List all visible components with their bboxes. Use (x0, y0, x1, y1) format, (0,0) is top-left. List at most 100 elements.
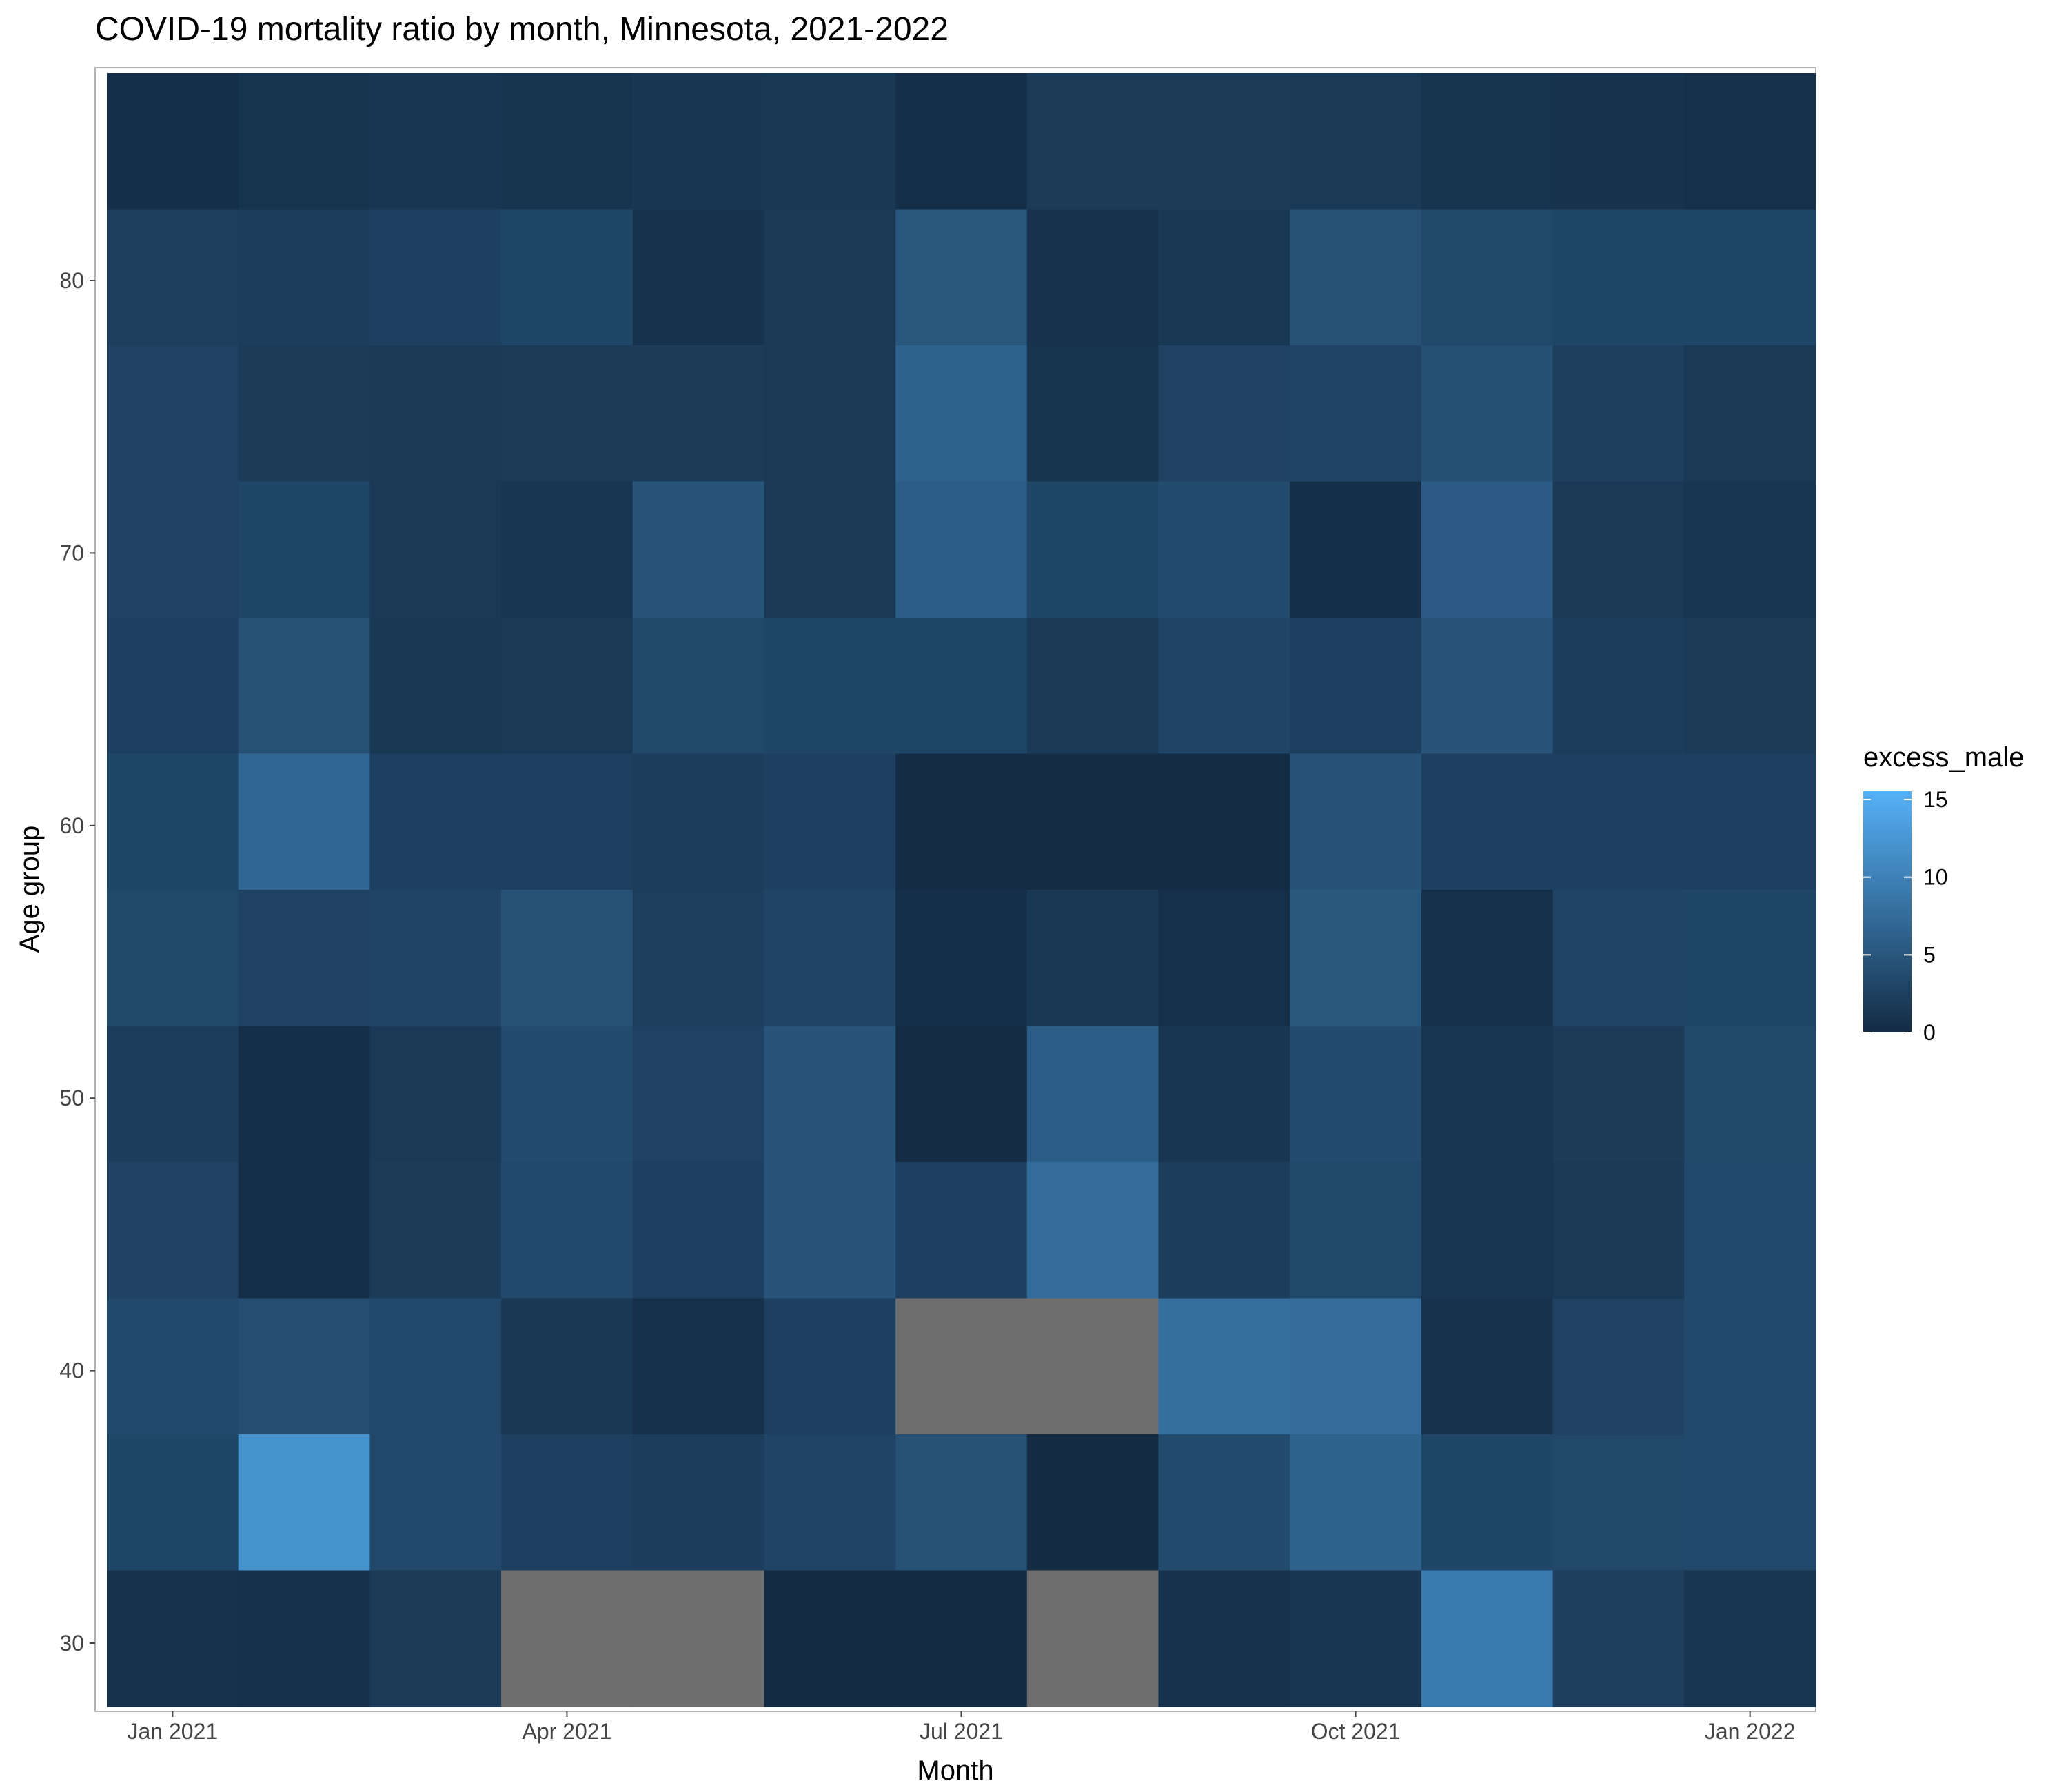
heatmap-tile (238, 73, 370, 210)
heatmap-tile (1684, 753, 1816, 890)
heatmap-tile (632, 209, 765, 346)
heatmap-tile (107, 345, 239, 482)
y-tick-label: 50 (59, 1086, 84, 1110)
heatmap-tile (369, 618, 502, 755)
heatmap-tile (1026, 1298, 1159, 1435)
heatmap-tile (501, 209, 633, 346)
heatmap-tile (764, 1162, 896, 1299)
heatmap-tile (1290, 1026, 1422, 1163)
heatmap-tile (238, 1298, 370, 1435)
heatmap-tile (1421, 345, 1554, 482)
heatmap-tile (501, 1434, 633, 1571)
heatmap-tile (1421, 1026, 1554, 1163)
heatmap-tile (632, 1434, 765, 1571)
heatmap-tile (1026, 890, 1159, 1027)
heatmap-tile (501, 73, 633, 210)
heatmap-tile (1290, 890, 1422, 1027)
heatmap-tile (1026, 1162, 1159, 1299)
heatmap-tile (764, 73, 896, 210)
heatmap-tile (1026, 753, 1159, 890)
heatmap-tile (1290, 618, 1422, 755)
x-tick-label: Jul 2021 (920, 1719, 1003, 1744)
heatmap-tile (238, 1162, 370, 1299)
heatmap-tile (632, 890, 765, 1027)
heatmap-tile (895, 481, 1028, 618)
heatmap-tile (107, 890, 239, 1027)
heatmap-tile (764, 209, 896, 346)
heatmap-tile (1684, 890, 1816, 1027)
heatmap-tile (107, 1570, 239, 1707)
heatmap-tile (501, 753, 633, 890)
heatmap-tile (369, 1026, 502, 1163)
heatmap-tile (1290, 345, 1422, 482)
heatmap-tile (501, 481, 633, 618)
heatmap-tile (1290, 1434, 1422, 1571)
heatmap-tile (1421, 1434, 1554, 1571)
heatmap-tile (238, 481, 370, 618)
heatmap-tile (1684, 1570, 1816, 1707)
legend-label: 0 (1923, 1020, 1936, 1045)
heatmap-tile (1684, 1162, 1816, 1299)
heatmap-tile (1684, 73, 1816, 210)
heatmap-tile (764, 1434, 896, 1571)
legend-title: excess_male (1863, 742, 2024, 773)
legend-colorbar (1863, 791, 1912, 1032)
heatmap-tile (1158, 618, 1290, 755)
heatmap-tile (1684, 1026, 1816, 1163)
heatmap-tile (238, 890, 370, 1027)
heatmap-tile (632, 73, 765, 210)
heatmap-tile (501, 345, 633, 482)
heatmap-tile (895, 345, 1028, 482)
heatmap-tile (1552, 481, 1685, 618)
heatmap-tile (1684, 209, 1816, 346)
heatmap-tile (1552, 345, 1685, 482)
legend-label: 15 (1923, 787, 1948, 812)
heatmap-tile (107, 1026, 239, 1163)
legend-label: 10 (1923, 865, 1948, 890)
heatmap-tile (238, 1026, 370, 1163)
heatmap-tile (238, 1570, 370, 1707)
heatmap-tile (1158, 481, 1290, 618)
heatmap-tile (107, 753, 239, 890)
heatmap-tile (501, 1298, 633, 1435)
heatmap-tile (1552, 753, 1685, 890)
heatmap-tile (1552, 1162, 1685, 1299)
legend-label: 5 (1923, 942, 1936, 967)
heatmap-tile (501, 1026, 633, 1163)
heatmap-tile (107, 1298, 239, 1435)
heatmap-tile (238, 1434, 370, 1571)
heatmap-tile (764, 345, 896, 482)
heatmap-tile (1026, 618, 1159, 755)
heatmap-tile (1158, 890, 1290, 1027)
heatmap-tile (238, 209, 370, 346)
heatmap-tile (107, 209, 239, 346)
heatmap-tile (1026, 481, 1159, 618)
heatmap-tile (369, 345, 502, 482)
heatmap-tile (1290, 1162, 1422, 1299)
heatmap-tile (1158, 1298, 1290, 1435)
heatmap-tile (632, 618, 765, 755)
heatmap-tile (895, 1298, 1028, 1435)
heatmap-tile (632, 1298, 765, 1435)
heatmap-tile (1290, 73, 1422, 210)
heatmap-tile (1421, 481, 1554, 618)
y-tick-label: 80 (59, 268, 84, 293)
y-tick-label: 70 (59, 540, 84, 565)
heatmap-tile (238, 618, 370, 755)
heatmap-tile (632, 1026, 765, 1163)
heatmap-tile (895, 618, 1028, 755)
heatmap-tile (1290, 753, 1422, 890)
heatmap-tile (1158, 1434, 1290, 1571)
y-tick-label: 40 (59, 1358, 84, 1383)
heatmap-tile (632, 1570, 765, 1707)
heatmap-tile (1158, 1162, 1290, 1299)
heatmap-tile (1421, 209, 1554, 346)
heatmap-tile (764, 1570, 896, 1707)
heatmap-tile (1290, 481, 1422, 618)
heatmap-tile (632, 345, 765, 482)
heatmap-tile (895, 890, 1028, 1027)
heatmap-tile (895, 73, 1028, 210)
heatmap-tile (107, 481, 239, 618)
heatmap-tile (1552, 890, 1685, 1027)
